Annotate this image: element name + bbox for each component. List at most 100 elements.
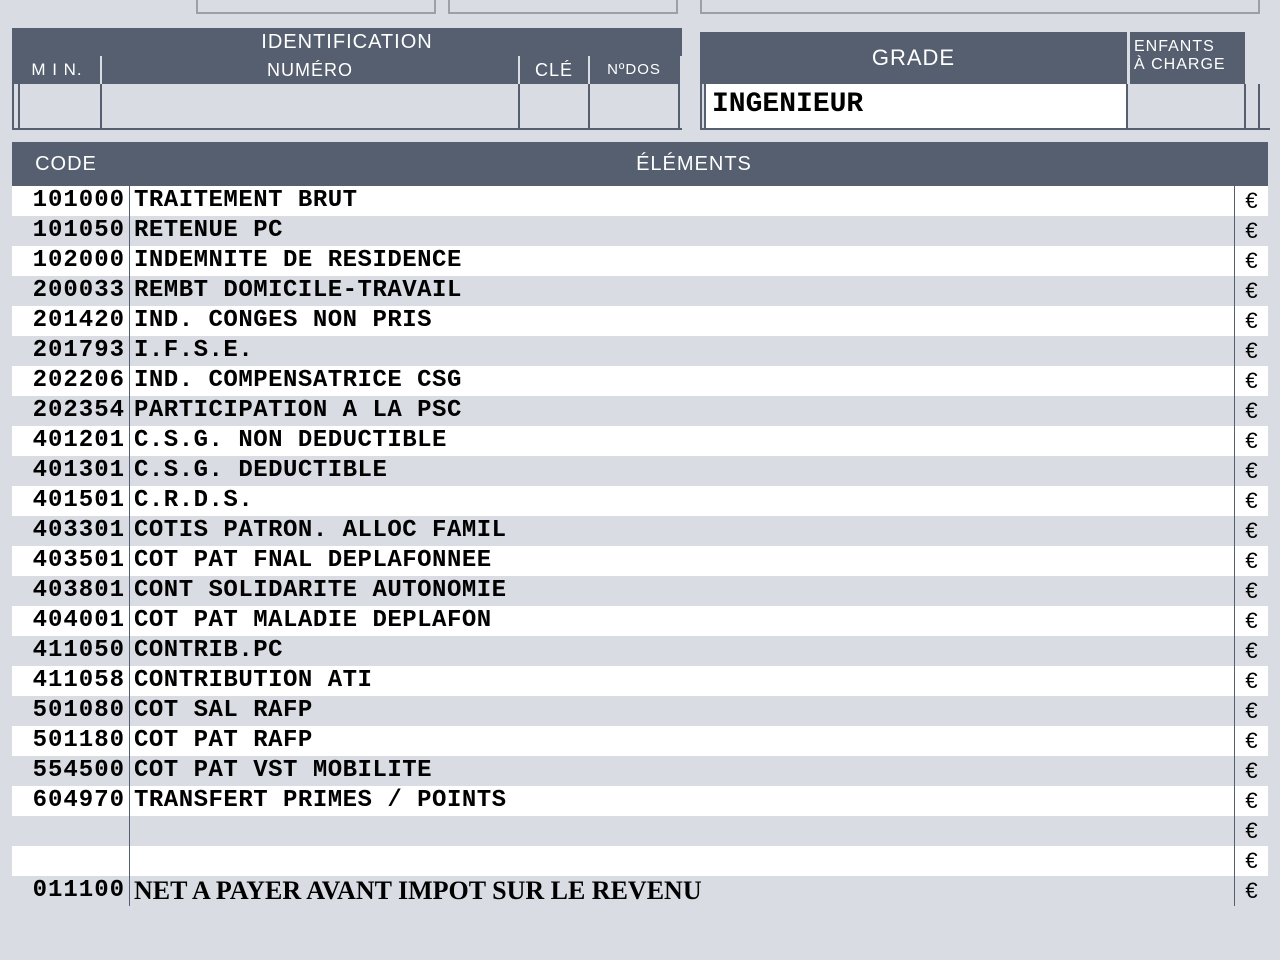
cell-element: IND. COMPENSATRICE CSG <box>130 366 1234 396</box>
ident-val-ndos <box>590 84 680 128</box>
grade-title: GRADE <box>700 32 1130 84</box>
grade-val-tail <box>1246 84 1260 128</box>
cell-code: 201420 <box>12 306 130 336</box>
cell-element: TRAITEMENT BRUT <box>130 186 1234 216</box>
ident-val-min <box>20 84 102 128</box>
cell-code: 411050 <box>12 636 130 666</box>
cell-element: PARTICIPATION A LA PSC <box>130 396 1234 426</box>
table-row: 411058CONTRIBUTION ATI€ <box>12 666 1268 696</box>
cell-code: 401501 <box>12 486 130 516</box>
cell-currency: € <box>1234 546 1268 576</box>
col-min-header: M I N. <box>12 56 102 84</box>
header-zone: IDENTIFICATION M I N. NUMÉRO CLÉ NºDOS G… <box>0 0 1280 140</box>
enfants-line1: ENFANTS <box>1134 38 1215 55</box>
cell-currency: € <box>1234 486 1268 516</box>
table-row: 401501C.R.D.S.€ <box>12 486 1268 516</box>
table-row: 201420IND. CONGES NON PRIS€ <box>12 306 1268 336</box>
col-numero-header: NUMÉRO <box>102 56 520 84</box>
cell-currency: € <box>1234 846 1268 876</box>
cell-element: COT PAT MALADIE DEPLAFON <box>130 606 1234 636</box>
cell-currency: € <box>1234 216 1268 246</box>
cell-code: 201793 <box>12 336 130 366</box>
cell-currency: € <box>1234 396 1268 426</box>
cell-code: 202354 <box>12 396 130 426</box>
cell-code: 404001 <box>12 606 130 636</box>
identification-title: IDENTIFICATION <box>12 28 682 56</box>
cell-element: RETENUE PC <box>130 216 1234 246</box>
cell-currency: € <box>1234 336 1268 366</box>
cell-code: 101000 <box>12 186 130 216</box>
cell-currency: € <box>1234 606 1268 636</box>
cell-code: 202206 <box>12 366 130 396</box>
identification-block: IDENTIFICATION M I N. NUMÉRO CLÉ NºDOS <box>12 28 682 130</box>
table-row: 501080COT SAL RAFP€ <box>12 696 1268 726</box>
ident-val-numero <box>102 84 520 128</box>
enfants-line2: À CHARGE <box>1134 56 1226 73</box>
grade-headers: GRADE ENFANTS À CHARGE <box>700 32 1270 84</box>
cell-element <box>130 816 1234 846</box>
table-row: 011100NET A PAYER AVANT IMPOT SUR LE REV… <box>12 876 1268 906</box>
cell-currency: € <box>1234 516 1268 546</box>
cell-code: 501080 <box>12 696 130 726</box>
grade-value: INGENIEUR <box>706 84 1128 128</box>
col-elements-header: ÉLÉMENTS <box>120 142 1268 186</box>
cell-element: I.F.S.E. <box>130 336 1234 366</box>
enfants-value <box>1128 84 1246 128</box>
table-row: € <box>12 846 1268 876</box>
col-code-header: CODE <box>12 142 120 186</box>
identification-subheaders: M I N. NUMÉRO CLÉ NºDOS <box>12 56 682 84</box>
cell-currency: € <box>1234 366 1268 396</box>
cell-code: 403501 <box>12 546 130 576</box>
cell-element: INDEMNITE DE RESIDENCE <box>130 246 1234 276</box>
table-row: 200033REMBT DOMICILE-TRAVAIL€ <box>12 276 1268 306</box>
cell-code: 403801 <box>12 576 130 606</box>
cell-currency: € <box>1234 576 1268 606</box>
identification-values <box>12 84 682 130</box>
cell-currency: € <box>1234 636 1268 666</box>
cropped-box-3 <box>700 0 1260 14</box>
elements-table-header: CODE ÉLÉMENTS <box>12 142 1268 186</box>
cell-code: 401201 <box>12 426 130 456</box>
ident-val-cle <box>520 84 590 128</box>
cell-currency: € <box>1234 426 1268 456</box>
cell-currency: € <box>1234 876 1268 906</box>
cell-code: 554500 <box>12 756 130 786</box>
cell-currency: € <box>1234 786 1268 816</box>
grade-values: INGENIEUR <box>700 84 1270 130</box>
cell-element: TRANSFERT PRIMES / POINTS <box>130 786 1234 816</box>
cell-code: 411058 <box>12 666 130 696</box>
table-row: 401201C.S.G. NON DEDUCTIBLE€ <box>12 426 1268 456</box>
col-cle-header: CLÉ <box>520 56 590 84</box>
cell-code <box>12 816 130 846</box>
cell-code <box>12 846 130 876</box>
table-row: 403801CONT SOLIDARITE AUTONOMIE€ <box>12 576 1268 606</box>
cell-currency: € <box>1234 186 1268 216</box>
table-row: € <box>12 816 1268 846</box>
cell-currency: € <box>1234 306 1268 336</box>
cell-currency: € <box>1234 696 1268 726</box>
cell-currency: € <box>1234 276 1268 306</box>
cell-element: C.S.G. DEDUCTIBLE <box>130 456 1234 486</box>
table-row: 403301COTIS PATRON. ALLOC FAMIL€ <box>12 516 1268 546</box>
cell-element: REMBT DOMICILE-TRAVAIL <box>130 276 1234 306</box>
cell-element: COTIS PATRON. ALLOC FAMIL <box>130 516 1234 546</box>
cell-currency: € <box>1234 726 1268 756</box>
table-row: 403501COT PAT FNAL DEPLAFONNEE€ <box>12 546 1268 576</box>
cell-element: C.R.D.S. <box>130 486 1234 516</box>
table-row: 202354PARTICIPATION A LA PSC€ <box>12 396 1268 426</box>
cell-element: CONTRIB.PC <box>130 636 1234 666</box>
enfants-title: ENFANTS À CHARGE <box>1130 32 1248 84</box>
table-row: 411050CONTRIB.PC€ <box>12 636 1268 666</box>
cropped-box-2 <box>448 0 678 14</box>
cell-code: 403301 <box>12 516 130 546</box>
cell-element: IND. CONGES NON PRIS <box>130 306 1234 336</box>
elements-table-body: 101000TRAITEMENT BRUT€101050RETENUE PC€1… <box>12 186 1268 906</box>
cell-element: COT PAT VST MOBILITE <box>130 756 1234 786</box>
cropped-box-1 <box>196 0 436 14</box>
cell-currency: € <box>1234 666 1268 696</box>
cell-code: 200033 <box>12 276 130 306</box>
grade-block: GRADE ENFANTS À CHARGE INGENIEUR <box>700 32 1270 130</box>
cell-element: NET A PAYER AVANT IMPOT SUR LE REVENU <box>130 876 1234 906</box>
cell-currency: € <box>1234 756 1268 786</box>
table-row: 401301C.S.G. DEDUCTIBLE€ <box>12 456 1268 486</box>
